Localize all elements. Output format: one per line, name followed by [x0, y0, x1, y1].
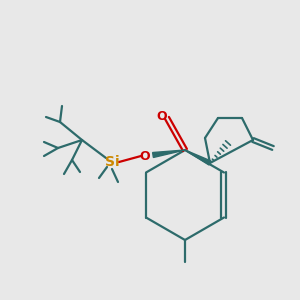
Polygon shape — [185, 150, 211, 165]
Text: Si: Si — [105, 155, 119, 169]
Text: O: O — [157, 110, 167, 122]
Polygon shape — [153, 150, 185, 158]
Text: O: O — [140, 149, 150, 163]
